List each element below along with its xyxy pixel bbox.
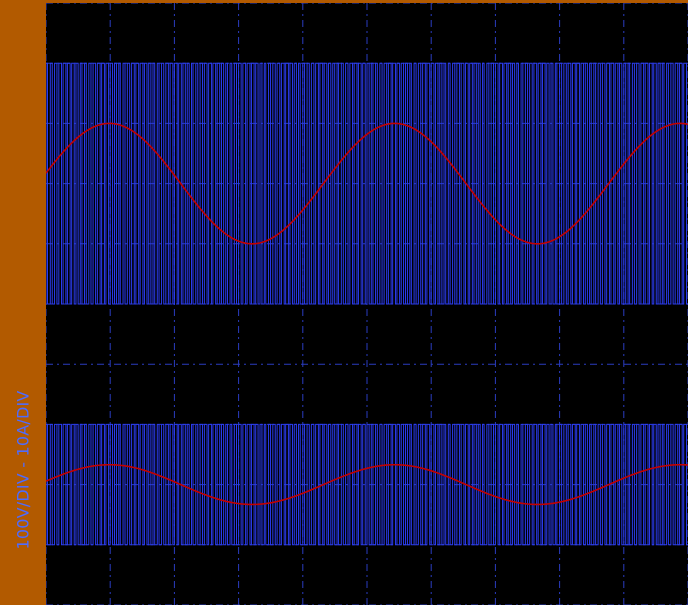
sine-trace-3 xyxy=(46,463,688,506)
scale-label-strip: 100V/DIV - 10A/DIV xyxy=(0,0,46,605)
y-axis-scale-label: 100V/DIV - 10A/DIV xyxy=(13,390,33,550)
waveform-plot xyxy=(46,3,688,605)
top-border xyxy=(46,0,688,3)
pwm-trace-2 xyxy=(46,423,688,546)
pwm-trace-0 xyxy=(46,62,688,305)
traces xyxy=(46,62,688,546)
sine-trace-1 xyxy=(46,122,688,245)
